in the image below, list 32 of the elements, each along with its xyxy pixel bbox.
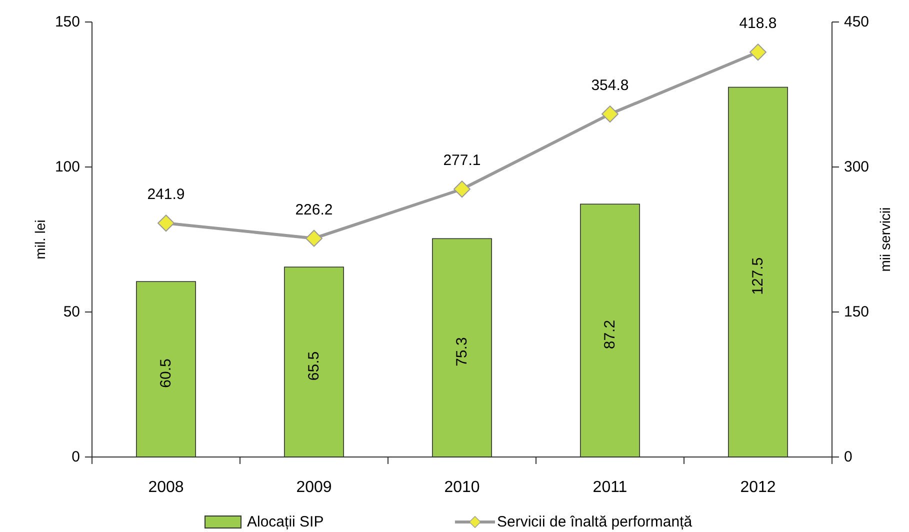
y2-tick-label: 0 [844,448,852,466]
x-tick-label: 2012 [740,479,776,496]
legend-label: Alocații SIP [247,514,324,530]
x-tick-label: 2009 [296,479,332,496]
x-tick-label: 2010 [444,479,480,496]
y2-axis-title: mii servicii [877,207,893,272]
data-label: 127.5 [750,257,766,295]
point [158,214,174,232]
y2-tick-label: 150 [844,304,870,320]
y-tick-label: 100 [54,158,80,176]
y2-tick-label: 300 [844,158,870,176]
point [306,230,322,247]
point [602,106,618,123]
x-tick-label: 2011 [592,479,628,496]
data-label: 60.5 [158,358,174,388]
x-tick-label: 2008 [148,479,184,496]
data-label: 226.2 [295,201,333,218]
data-label: 354.8 [591,77,629,94]
point [750,44,766,61]
data-label: 241.9 [147,186,185,204]
y-tick-label: 150 [54,14,80,30]
point [454,180,470,198]
y2-tick-label: 450 [844,14,870,30]
data-label: 87.2 [602,320,618,350]
y-tick-label: 0 [72,448,80,466]
y-tick-label: 50 [63,304,80,320]
data-label: 65.5 [306,351,322,381]
data-label: 277.1 [443,152,481,170]
data-label: 418.8 [739,15,777,32]
data-label: 75.3 [454,337,470,366]
y-axis-title: mil. lei [32,220,48,260]
legend-label: Servicii de înaltă performanță [497,514,693,530]
